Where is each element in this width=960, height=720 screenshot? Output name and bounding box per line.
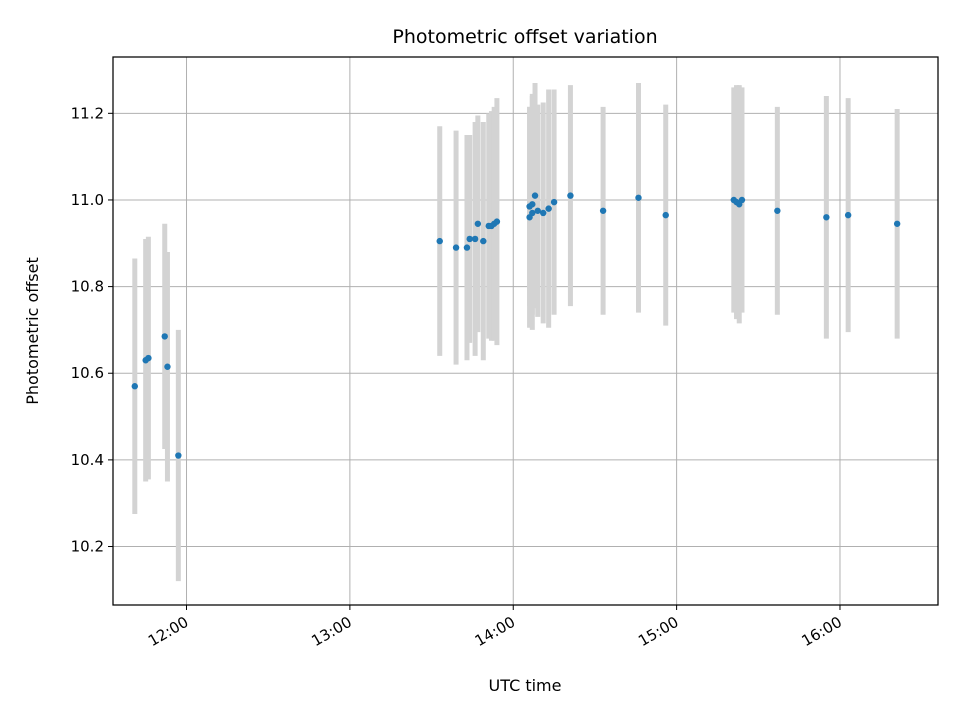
- data-point: [738, 196, 746, 204]
- data-point: [474, 220, 482, 227]
- y-tick-label: 10.6: [71, 364, 104, 382]
- data-point: [164, 363, 171, 370]
- data-point: [662, 211, 669, 219]
- data-point: [823, 214, 830, 221]
- data-point: [471, 235, 479, 243]
- data-points: [131, 192, 901, 459]
- data-point: [539, 209, 547, 217]
- data-point: [534, 207, 541, 214]
- data-point: [531, 192, 539, 199]
- plot-frame: [112, 56, 939, 606]
- data-point: [545, 205, 552, 212]
- data-point: [175, 452, 182, 459]
- data-point: [480, 237, 487, 245]
- data-point: [161, 333, 168, 340]
- data-point: [529, 201, 536, 208]
- data-point: [493, 218, 501, 225]
- data-point: [145, 354, 152, 362]
- gridlines: [113, 57, 938, 605]
- data-point: [844, 211, 852, 219]
- data-point: [466, 235, 473, 243]
- chart-title: Photometric offset variation: [392, 26, 657, 48]
- y-tick-label: 10.2: [71, 538, 104, 556]
- x-axis-title: UTC time: [489, 676, 562, 695]
- y-tick-label: 10.4: [71, 451, 104, 469]
- data-point: [599, 207, 607, 214]
- data-point: [436, 237, 443, 245]
- y-tick-label: 11.2: [71, 104, 104, 122]
- y-tick-label: 10.8: [71, 278, 104, 296]
- data-point: [529, 209, 536, 217]
- y-axis: 10.2 10.4 10.6 10.8 11.0 11.2: [71, 104, 113, 556]
- data-point: [635, 194, 642, 201]
- data-point: [452, 244, 460, 251]
- y-axis-title: Photometric offset: [23, 257, 42, 405]
- data-point: [567, 192, 574, 199]
- data-point: [550, 198, 558, 206]
- data-point: [774, 207, 781, 214]
- data-point: [893, 220, 901, 227]
- y-tick-label: 11.0: [71, 191, 104, 209]
- data-point: [131, 383, 138, 390]
- data-point: [463, 244, 471, 251]
